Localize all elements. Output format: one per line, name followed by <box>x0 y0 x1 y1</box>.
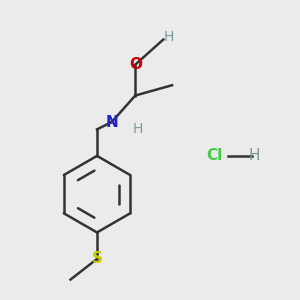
Text: O: O <box>129 57 142 72</box>
Text: Cl: Cl <box>207 148 223 164</box>
Text: H: H <box>164 30 174 44</box>
Text: S: S <box>92 251 103 266</box>
Text: H: H <box>249 148 260 164</box>
Text: N: N <box>105 115 118 130</box>
Text: H: H <box>133 122 143 136</box>
